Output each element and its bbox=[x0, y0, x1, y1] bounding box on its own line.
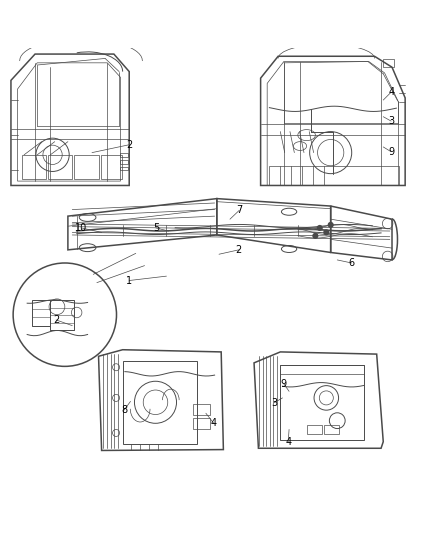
Text: 7: 7 bbox=[236, 205, 242, 215]
Text: 2: 2 bbox=[236, 245, 242, 255]
Circle shape bbox=[312, 233, 318, 239]
Text: 3: 3 bbox=[388, 116, 394, 126]
Circle shape bbox=[323, 229, 329, 236]
Bar bbox=[101, 155, 122, 179]
Bar bbox=[324, 425, 339, 434]
Text: 8: 8 bbox=[121, 405, 127, 415]
Bar bbox=[50, 300, 74, 330]
Circle shape bbox=[328, 222, 334, 228]
Text: 10: 10 bbox=[75, 223, 88, 233]
Bar bbox=[307, 425, 322, 434]
Bar bbox=[48, 155, 72, 179]
Text: 4: 4 bbox=[285, 437, 291, 447]
Bar bbox=[383, 59, 394, 67]
Bar bbox=[280, 365, 364, 440]
Text: 9: 9 bbox=[281, 379, 287, 389]
Bar bbox=[74, 155, 99, 179]
Text: 5: 5 bbox=[153, 223, 159, 233]
Text: 4: 4 bbox=[211, 418, 217, 429]
Bar bbox=[22, 155, 46, 179]
Text: 3: 3 bbox=[271, 398, 277, 408]
Text: 6: 6 bbox=[349, 258, 355, 268]
Text: 2: 2 bbox=[53, 315, 59, 325]
Text: 1: 1 bbox=[126, 276, 132, 286]
Bar bbox=[193, 418, 210, 429]
Circle shape bbox=[317, 225, 323, 231]
Bar bbox=[123, 361, 197, 444]
Bar bbox=[120, 154, 128, 157]
Text: 9: 9 bbox=[388, 147, 394, 157]
Bar bbox=[193, 405, 210, 415]
Bar bbox=[120, 160, 128, 164]
Bar bbox=[120, 167, 128, 170]
Text: 4: 4 bbox=[388, 87, 394, 97]
Bar bbox=[269, 166, 399, 185]
Bar bbox=[32, 300, 50, 326]
Text: 2: 2 bbox=[126, 140, 132, 150]
